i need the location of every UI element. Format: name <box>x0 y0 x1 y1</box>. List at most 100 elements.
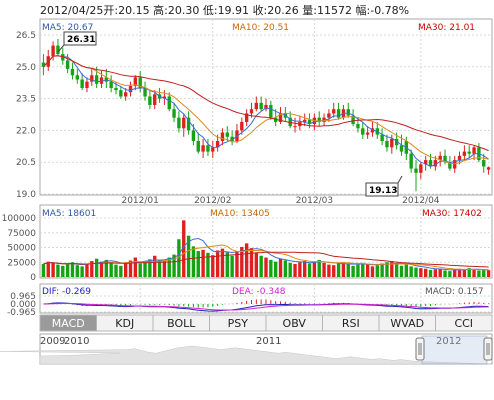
volume-bar <box>341 262 346 277</box>
volume-bar <box>104 259 109 277</box>
header-low: 19.91 <box>218 4 250 17</box>
candle-body <box>269 104 273 118</box>
candle-body <box>385 141 389 148</box>
overview-left-handle[interactable] <box>415 337 425 361</box>
volume-bar <box>322 262 326 277</box>
volume-bar <box>172 254 176 277</box>
candle-body <box>390 138 394 148</box>
candle-body <box>225 132 229 137</box>
candle-body <box>462 151 467 156</box>
price-y-tick: 20.5 <box>16 158 36 168</box>
max-callout: 26.31 <box>57 31 97 53</box>
tab-macd[interactable]: MACD <box>39 314 97 332</box>
candle-body <box>327 113 331 118</box>
max-callout-text: 26.31 <box>67 35 95 45</box>
candle-body <box>351 115 355 125</box>
candle-body <box>457 155 462 161</box>
tab-wvad[interactable]: WVAD <box>378 314 436 332</box>
candle-body <box>51 45 55 57</box>
macd-dea-line <box>43 302 489 311</box>
volume-y-axis: 0 25000 50000 75000 100000 <box>2 214 37 283</box>
volume-ma10-label: MA10: 13405 <box>210 209 270 219</box>
volume-bar <box>482 270 486 277</box>
volume-bar <box>240 246 244 277</box>
tab-psy[interactable]: PSY <box>209 314 267 332</box>
volume-bar <box>346 264 350 277</box>
volume-bar <box>385 262 389 277</box>
candle-body <box>293 126 297 128</box>
tab-boll[interactable]: BOLL <box>152 314 210 332</box>
overview-right-handle[interactable] <box>483 337 493 361</box>
tab-kdj[interactable]: KDJ <box>96 314 154 332</box>
volume-bar <box>162 261 167 277</box>
volume-bar <box>244 243 249 277</box>
tab-cci[interactable]: CCI <box>435 314 493 332</box>
candle-body <box>288 117 292 127</box>
volume-bar <box>404 264 409 277</box>
volume-bar <box>51 262 55 277</box>
candle-body <box>191 130 196 141</box>
volume-bar <box>206 252 210 277</box>
handle-grip <box>483 337 493 361</box>
candle-body <box>119 90 123 97</box>
macd-dif-line <box>43 302 489 312</box>
tab-label: MACD <box>52 317 85 330</box>
candle-body <box>240 121 244 131</box>
candle-body <box>123 92 128 97</box>
candle-body <box>128 85 133 93</box>
volume-bar <box>138 263 142 277</box>
volume-y-tick: 25000 <box>7 258 36 268</box>
volume-bar <box>85 264 89 277</box>
header-close: 20.26 <box>267 4 299 17</box>
ma5-line <box>43 55 489 167</box>
overview-area <box>0 345 492 365</box>
candle-body <box>230 136 234 141</box>
volume-bar <box>317 259 321 277</box>
volume-bar <box>370 266 375 277</box>
candle-body <box>433 160 438 167</box>
ma30-line <box>43 55 489 152</box>
candle-body <box>303 119 307 122</box>
overview-selection-window[interactable] <box>421 335 488 365</box>
volume-y-tick: 100000 <box>2 214 37 224</box>
price-y-tick: 25.0 <box>16 63 36 73</box>
tab-label: CCI <box>454 317 473 330</box>
candle-body <box>356 124 360 129</box>
volume-bar <box>298 262 302 277</box>
volume-bar <box>119 265 123 277</box>
volume-bar <box>80 266 84 277</box>
volume-bar <box>380 263 384 277</box>
volume-bar <box>409 266 413 277</box>
volume-ma30-label: MA30: 17402 <box>422 209 482 219</box>
min-callout: 19.13 <box>365 175 403 197</box>
candle-body <box>182 117 186 129</box>
macd-y-tick: 0.965 <box>10 292 36 302</box>
candle-body <box>346 109 350 116</box>
volume-bar <box>220 248 225 277</box>
volume-bar <box>230 255 234 277</box>
candle-body <box>99 77 104 84</box>
volume-bar <box>211 255 215 277</box>
volume-ma-lines <box>43 237 489 271</box>
tab-rsi[interactable]: RSI <box>322 314 380 332</box>
candle-body <box>109 81 113 88</box>
candle-body <box>336 109 341 118</box>
volume-y-tick: 75000 <box>7 229 36 239</box>
tab-label: OBV <box>283 317 307 330</box>
volume-bar <box>133 257 138 277</box>
volume-bar <box>336 263 341 277</box>
candle-body <box>409 153 413 169</box>
candle-body <box>380 134 384 141</box>
candle-body <box>448 162 452 169</box>
volume-bar <box>46 261 50 277</box>
candle-body <box>186 117 191 131</box>
macd-lines <box>43 302 489 312</box>
price-x-axis: 2012/01 2012/02 2012/03 2012/04 <box>121 196 439 206</box>
indicator-tabs: MACD KDJ BOLL PSY OBV RSI WVAD CCI <box>39 314 493 332</box>
volume-bar <box>225 252 229 277</box>
volume-bar <box>41 264 46 277</box>
volume-bar <box>423 268 428 277</box>
tab-obv[interactable]: OBV <box>265 314 323 332</box>
